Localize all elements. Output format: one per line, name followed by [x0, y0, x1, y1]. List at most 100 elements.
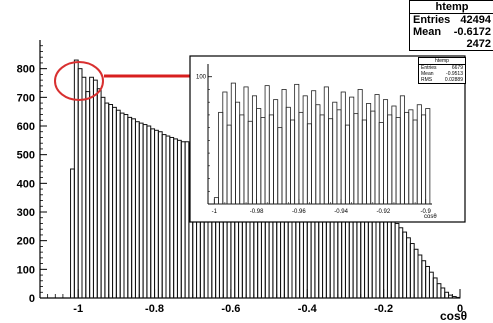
histogram-bin: [386, 217, 392, 299]
histogram-bin: [184, 141, 190, 299]
histogram-bin: [150, 128, 156, 299]
stats-mean-value: -0.6172: [453, 26, 491, 38]
inset-y-tick-label: 100: [196, 75, 207, 81]
histogram-bin: [73, 59, 79, 299]
histogram-bin: [131, 118, 136, 299]
histogram-bin: [409, 243, 415, 299]
histogram-bin: [157, 131, 163, 299]
inset-stats-box: htemp Entries 6679 Mean -0.9513 RMS 0.02…: [418, 57, 466, 84]
inset-x-tick-label: -0.96: [292, 209, 306, 215]
x-tick-label: -0.6: [221, 303, 240, 315]
histogram-bin: [161, 134, 167, 299]
main-stats-box: htemp Entries 42494 Mean -0.6172 2472: [409, 0, 493, 51]
stats-rms-value: 2472: [466, 38, 491, 50]
y-tick-label: 100: [17, 264, 35, 276]
histogram-bin: [134, 121, 140, 299]
x-tick-label: 0: [457, 303, 463, 315]
histogram-bin: [104, 102, 110, 299]
x-axis-label: cosθ: [440, 309, 467, 323]
y-tick-label: 600: [17, 121, 35, 133]
histogram-bin: [138, 122, 144, 299]
stats-entries-value: 42494: [460, 14, 491, 26]
highlight-circle: [54, 61, 104, 101]
inset-x-tick-label: -0.9: [420, 209, 431, 215]
y-tick-label: 400: [17, 178, 35, 190]
histogram-bin: [440, 287, 446, 299]
inset-stats-mean-label: Mean: [421, 71, 434, 77]
histogram-bin: [375, 212, 381, 299]
inset-tick-labels: 100 -1 -0.98 -0.96 -0.94 -0.92 -0.9: [196, 75, 432, 215]
histogram-bin: [92, 79, 98, 299]
y-tick-label: 700: [17, 92, 35, 104]
histogram-bin: [165, 135, 171, 299]
histogram-bin: [180, 141, 186, 299]
histogram-bin: [371, 211, 377, 299]
histogram-bin: [379, 214, 385, 299]
histogram-bin: [85, 91, 91, 299]
histogram-bin: [367, 210, 373, 299]
histogram-bin: [421, 260, 427, 299]
histogram-bin: [115, 109, 121, 299]
stats-entries-label: Entries: [413, 14, 451, 26]
histogram-bin: [425, 265, 430, 299]
histogram-bin: [444, 291, 450, 299]
y-tick-label: 500: [17, 150, 35, 162]
histogram-bin: [390, 220, 396, 299]
inset-stats-title: htemp: [419, 58, 465, 65]
y-tick-label: 200: [17, 236, 35, 248]
inset-x-tick-label: -0.94: [334, 209, 348, 215]
histogram-bin: [89, 76, 94, 299]
histogram-bin: [142, 124, 148, 299]
histogram-bin: [100, 96, 106, 299]
x-tick-label: -1: [73, 303, 83, 315]
inset-stats-rms-value: 0.02889: [444, 77, 463, 83]
histogram-bin: [77, 68, 83, 299]
histogram-bin: [169, 136, 175, 299]
inset-x-axis-label: cosθ: [424, 214, 437, 220]
inset-x-tick-label: -1: [212, 209, 218, 215]
histogram-bin: [436, 283, 442, 299]
inset-stats-mean-value: -0.9513: [446, 71, 463, 77]
histogram-bin: [176, 139, 182, 299]
histogram-bin: [127, 116, 133, 299]
histogram-bin: [428, 271, 434, 299]
x-tick-label: -0.2: [374, 303, 393, 315]
histogram-bin: [448, 294, 453, 299]
inset-x-tick-label: -0.92: [377, 209, 391, 215]
histogram-bin: [81, 76, 87, 299]
histogram-bin: [398, 227, 404, 299]
histogram-bin: [455, 296, 461, 299]
histogram-bin: [123, 114, 129, 299]
histogram-bin: [417, 254, 423, 299]
inset-histogram: [213, 82, 431, 205]
histogram-bin: [432, 277, 438, 299]
histogram-bin: [154, 129, 159, 299]
stats-title: htemp: [410, 1, 493, 14]
x-tick-label: -0.8: [145, 303, 164, 315]
histogram-bin: [413, 248, 419, 299]
histogram-bin: [173, 138, 178, 299]
inset-stats-entries-label: Entries: [421, 65, 437, 71]
histogram-bin: [108, 104, 114, 299]
x-tick-label: -0.4: [298, 303, 318, 315]
y-tick-label: 300: [17, 207, 35, 219]
y-tick-label: 800: [17, 64, 35, 76]
histogram-bin: [383, 215, 388, 299]
inset-stats-entries-value: 6679: [451, 65, 463, 71]
histogram-bin: [406, 237, 411, 299]
histogram-bin: [119, 112, 125, 299]
histogram-bin: [451, 296, 457, 299]
histogram-bin: [96, 88, 102, 299]
main-tick-labels: 0 100 200 300 400 500 600 700 800 -1 -0.8 -0.6 -0.4 -…: [17, 64, 463, 315]
inset-histogram-bin: [425, 108, 431, 205]
histogram-bin: [146, 125, 152, 299]
histogram-bin: [112, 106, 117, 299]
y-tick-label: 0: [29, 293, 35, 305]
inset-stats-rms-label: RMS: [421, 77, 433, 83]
inset-x-tick-label: -0.98: [250, 209, 264, 215]
histogram-bin: [394, 222, 400, 299]
histogram-bin: [402, 231, 408, 299]
histogram-bin: [70, 168, 75, 299]
stats-mean-label: Mean: [413, 26, 442, 38]
